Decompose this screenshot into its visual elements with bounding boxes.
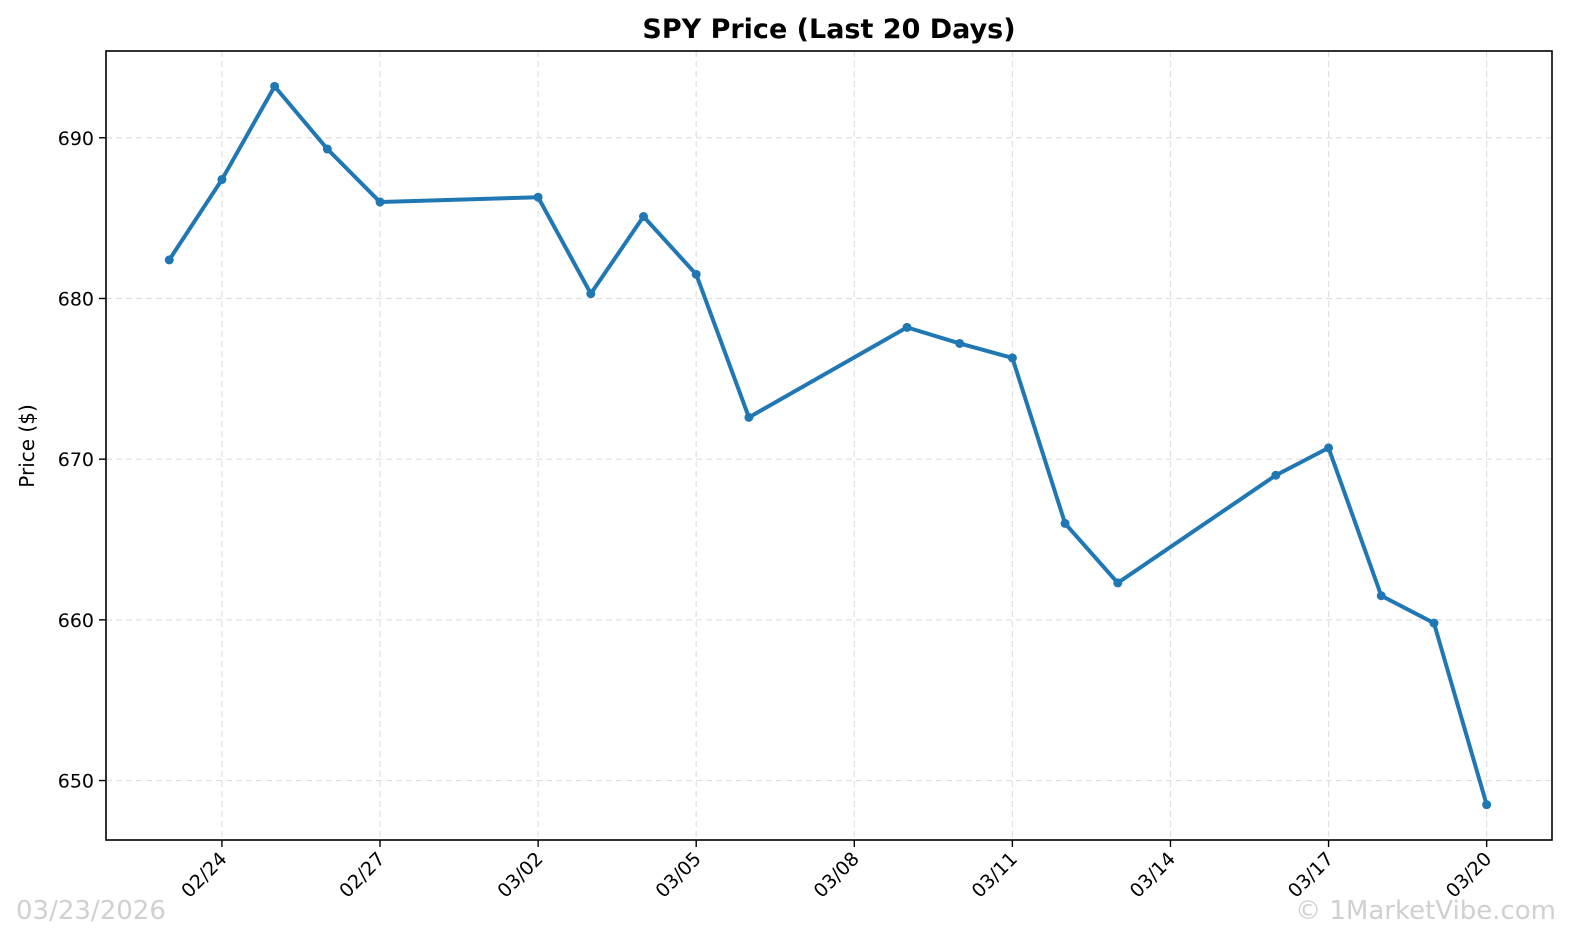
x-tick-label: 02/24: [177, 848, 231, 902]
data-point-03-05: [691, 269, 701, 279]
data-point-03-03: [586, 289, 596, 299]
data-point-02-27: [375, 197, 385, 207]
data-point-02-25: [270, 81, 280, 91]
data-point-03-20: [1482, 800, 1492, 810]
watermark-date: 03/23/2026: [16, 896, 166, 926]
data-point-03-19: [1429, 618, 1439, 628]
x-tick-label: 03/05: [651, 848, 705, 902]
y-axis-label: Price ($): [15, 404, 39, 487]
data-point-03-04: [639, 212, 649, 222]
plot-frame: [105, 50, 1553, 841]
x-tick-label: 03/08: [810, 848, 864, 902]
data-point-03-10: [955, 338, 965, 348]
chart-title: SPY Price (Last 20 Days): [642, 14, 1015, 45]
data-point-03-17: [1324, 443, 1334, 453]
x-tick-label: 03/20: [1442, 848, 1496, 902]
x-tick-label: 03/11: [968, 848, 1022, 902]
watermark-brand: © 1MarketVibe.com: [1295, 896, 1556, 926]
data-point-03-18: [1376, 591, 1386, 601]
x-tick-label: 02/27: [335, 848, 389, 902]
data-point-03-11: [1007, 353, 1017, 363]
series-line-spy: [167, 84, 1489, 806]
data-point-02-23: [164, 255, 174, 265]
x-tick-label: 03/14: [1126, 848, 1180, 902]
data-point-03-09: [902, 322, 912, 332]
y-tick-label: 680: [58, 288, 94, 310]
y-tick-label: 660: [58, 610, 94, 632]
data-point-02-24: [217, 175, 227, 185]
x-tick-label: 03/02: [493, 848, 547, 902]
data-point-02-26: [322, 144, 332, 154]
y-tick-label: 690: [58, 128, 94, 150]
y-tick-label: 650: [58, 771, 94, 793]
y-tick-label: 670: [58, 449, 94, 471]
data-point-03-12: [1060, 518, 1070, 528]
data-point-03-02: [533, 192, 543, 202]
data-point-03-06: [744, 412, 754, 422]
x-tick-label: 03/17: [1284, 848, 1338, 902]
data-point-03-16: [1271, 470, 1281, 480]
data-point-03-13: [1113, 578, 1123, 588]
